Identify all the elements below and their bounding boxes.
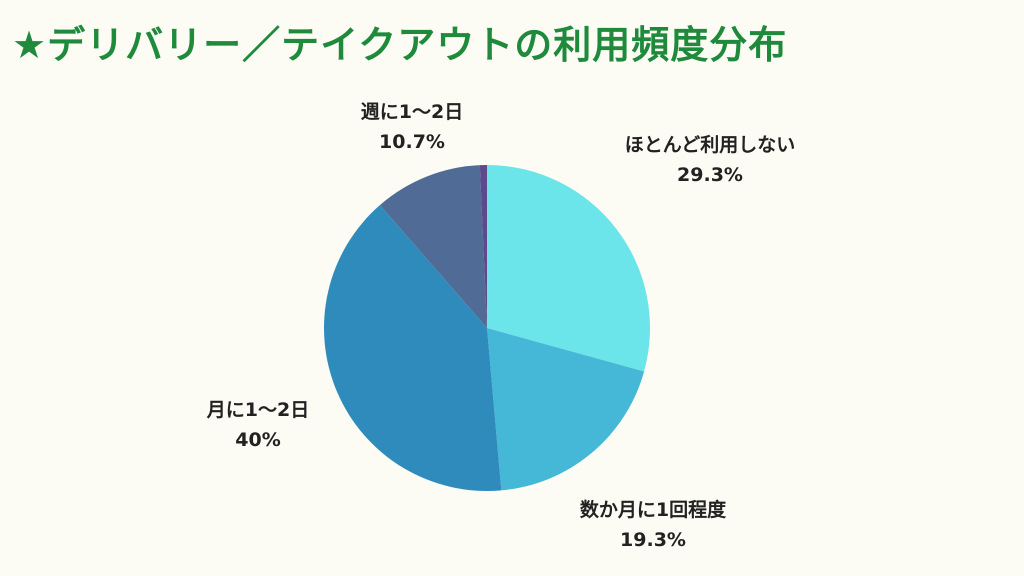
pie-slice-3 (379, 165, 487, 328)
pie-slice-2 (324, 205, 502, 492)
slice-value: 10.7% (379, 131, 445, 153)
slice-value: 19.3% (620, 529, 686, 551)
slice-label-suukagetsu: 数か月に1回程度 19.3% (548, 495, 758, 555)
slice-label-shuu: 週に1〜2日 10.7% (332, 97, 492, 157)
slice-name: 月に1〜2日 (206, 399, 310, 421)
slice-label-hotondo: ほとんど利用しない 29.3% (595, 130, 825, 190)
slice-name: 週に1〜2日 (360, 101, 464, 123)
slice-value: 29.3% (677, 164, 743, 186)
chart-title: ★デリバリー／テイクアウトの利用頻度分布 (12, 23, 788, 67)
pie-slice-1 (487, 328, 645, 491)
slice-label-tsuki: 月に1〜2日 40% (178, 395, 338, 455)
slice-name: ほとんど利用しない (624, 134, 796, 156)
slice-name: 数か月に1回程度 (579, 499, 727, 521)
pie-slice-0 (487, 165, 650, 372)
pie-slice-4 (479, 165, 487, 328)
slice-value: 40% (235, 429, 281, 451)
